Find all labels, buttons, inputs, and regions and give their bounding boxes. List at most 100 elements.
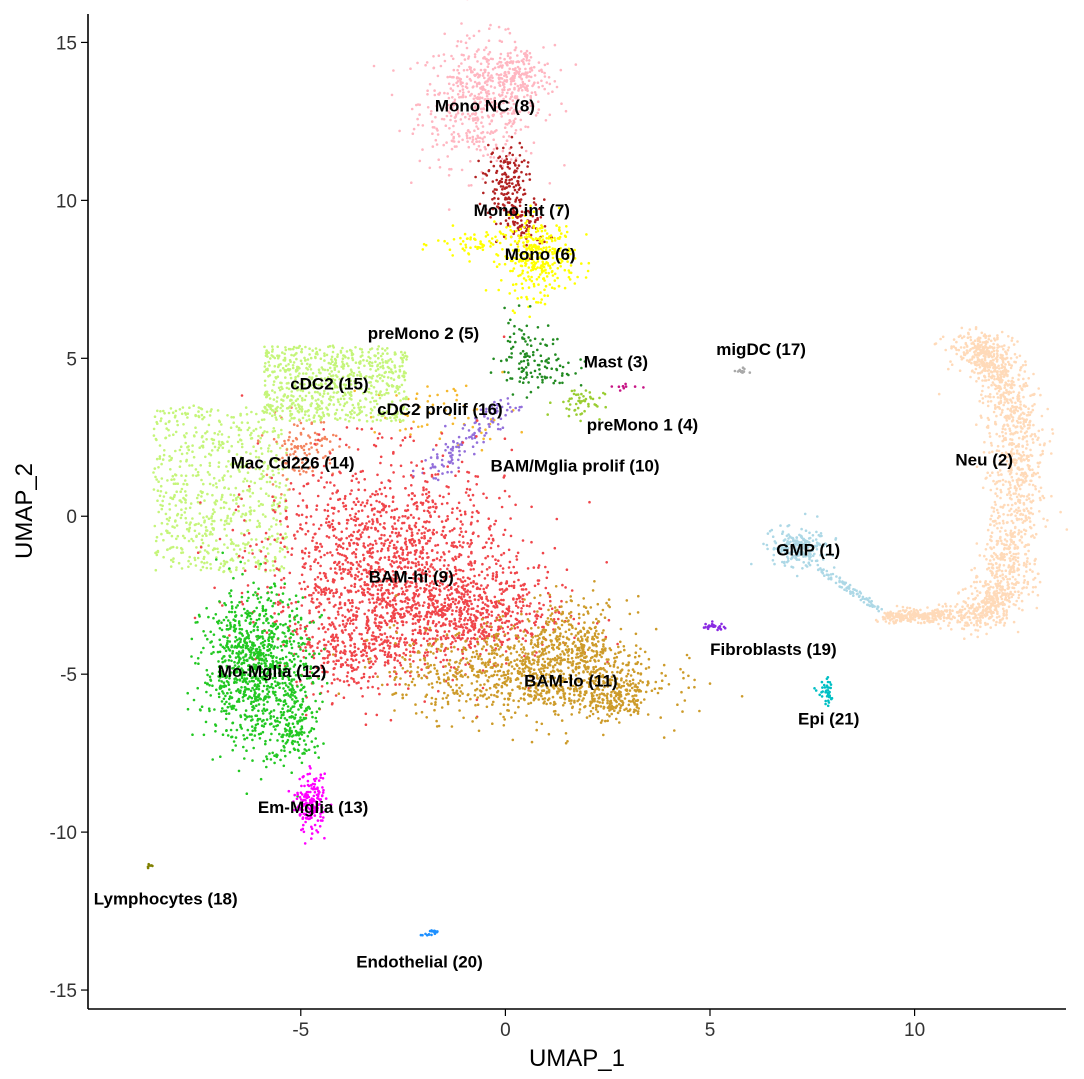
data-point — [315, 508, 318, 511]
data-point — [445, 658, 449, 662]
data-point — [413, 593, 416, 596]
data-point — [319, 542, 322, 546]
data-point — [347, 568, 350, 572]
data-point — [270, 476, 274, 480]
data-point — [498, 83, 502, 87]
data-point — [465, 131, 468, 135]
data-point — [485, 231, 488, 234]
data-point — [375, 580, 378, 584]
data-point — [437, 158, 441, 161]
data-point — [164, 422, 168, 426]
data-point — [395, 560, 398, 563]
data-point — [461, 427, 465, 430]
data-point — [349, 561, 353, 565]
data-point — [304, 458, 308, 461]
data-point — [415, 507, 419, 511]
data-point — [432, 528, 436, 532]
data-point — [421, 493, 424, 496]
data-point — [409, 433, 412, 436]
data-point — [384, 600, 388, 604]
data-point — [512, 267, 516, 270]
data-point — [521, 272, 524, 275]
data-point — [353, 585, 357, 588]
data-point — [467, 184, 471, 187]
data-point — [521, 619, 524, 623]
data-point — [338, 595, 342, 599]
data-point — [455, 590, 459, 593]
data-point — [350, 676, 353, 680]
data-point — [255, 543, 258, 546]
data-point — [374, 635, 378, 639]
data-point — [460, 53, 464, 57]
data-point — [212, 508, 215, 511]
data-point — [166, 548, 169, 552]
data-point — [546, 361, 550, 364]
data-point — [432, 448, 435, 451]
data-point — [188, 406, 191, 410]
data-point — [477, 29, 481, 33]
data-point — [540, 239, 544, 243]
data-point — [200, 444, 204, 448]
data-point — [468, 545, 471, 548]
data-point — [411, 596, 415, 600]
data-point — [410, 107, 414, 111]
data-point — [257, 456, 261, 459]
data-point — [363, 488, 367, 492]
data-point — [511, 216, 514, 219]
data-point — [371, 518, 374, 521]
data-point — [400, 633, 404, 637]
data-point — [470, 602, 473, 606]
data-point — [272, 427, 276, 430]
data-point — [168, 531, 171, 535]
data-point — [578, 396, 581, 400]
data-point — [520, 329, 523, 332]
data-point — [317, 605, 321, 608]
data-point — [493, 595, 497, 599]
data-point — [517, 594, 521, 598]
data-point — [214, 503, 217, 506]
data-point — [270, 525, 273, 528]
data-point — [546, 413, 549, 416]
data-point — [263, 430, 266, 433]
data-point — [536, 386, 540, 389]
data-point — [354, 658, 358, 662]
data-point — [501, 233, 505, 236]
data-point — [526, 343, 529, 346]
data-point — [494, 235, 497, 239]
data-point — [579, 401, 582, 405]
data-point — [373, 609, 377, 612]
data-point — [196, 500, 200, 504]
data-point — [413, 494, 417, 498]
data-point — [537, 566, 540, 569]
data-point — [271, 469, 274, 473]
data-point — [529, 390, 533, 394]
data-point — [489, 599, 493, 603]
data-point — [369, 415, 373, 419]
data-point — [435, 127, 439, 131]
data-point — [442, 143, 446, 147]
data-point — [486, 153, 490, 157]
data-point — [438, 593, 441, 597]
data-point — [520, 430, 523, 434]
data-point — [242, 504, 245, 507]
data-point — [489, 216, 492, 219]
data-point — [383, 570, 387, 573]
data-point — [321, 437, 324, 440]
data-point — [447, 96, 451, 100]
data-point — [526, 258, 529, 262]
data-point — [326, 524, 330, 527]
data-point — [528, 305, 532, 308]
data-point — [375, 601, 378, 604]
data-point — [480, 431, 483, 435]
data-point — [509, 318, 512, 322]
data-point — [565, 372, 569, 376]
data-point — [431, 610, 434, 613]
data-point — [267, 447, 270, 450]
data-point — [508, 167, 511, 170]
data-point — [408, 650, 412, 654]
data-point — [254, 565, 258, 568]
data-point — [461, 545, 464, 549]
data-point — [259, 502, 263, 506]
data-point — [510, 106, 513, 110]
data-point — [336, 610, 340, 614]
